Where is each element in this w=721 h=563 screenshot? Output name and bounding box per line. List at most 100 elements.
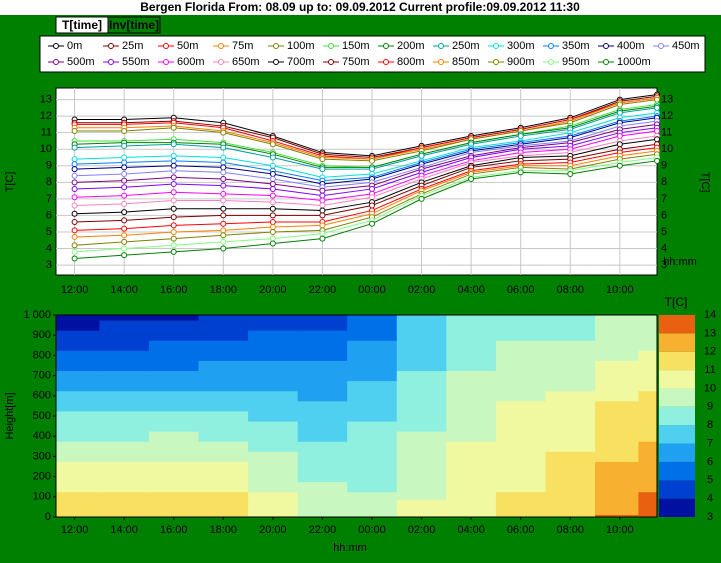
contour-cell: [248, 390, 299, 402]
contour-cell: [347, 380, 398, 392]
legend-label: 700m: [287, 56, 315, 68]
contour-cell: [56, 320, 100, 331]
contour-cell: [297, 360, 348, 372]
x-tick-label: 04:00: [457, 284, 485, 296]
point: [121, 200, 128, 207]
point: [319, 166, 326, 173]
contour-cell: [495, 390, 546, 402]
contour-cell: [446, 340, 497, 351]
legend-marker: [548, 43, 554, 49]
contour-cell: [595, 340, 639, 351]
colorbar-band: [659, 443, 695, 462]
colorbar-band: [659, 333, 695, 352]
y-tick-label: 12: [40, 110, 52, 122]
x-tick-label: 06:00: [507, 284, 535, 296]
y-tick-label: 600: [33, 390, 51, 402]
contour-cell: [495, 410, 546, 422]
point: [319, 197, 326, 204]
contour-cell: [446, 451, 497, 462]
contour-cell: [595, 451, 639, 462]
legend-label: 100m: [287, 40, 315, 52]
point: [121, 159, 128, 166]
point: [368, 157, 375, 164]
colorbar-band: [659, 388, 695, 407]
colorbar-band: [659, 315, 695, 334]
legend-label: 850m: [452, 56, 480, 68]
contour-cell: [638, 471, 658, 483]
contour-cell: [545, 491, 596, 500]
contour-cell: [248, 370, 299, 382]
contour-cell: [396, 421, 447, 432]
y-tick-label: 200: [33, 471, 51, 483]
y-tick-label: 6: [661, 209, 667, 221]
colorbar-label: 7: [707, 437, 713, 449]
contour-cell: [56, 451, 100, 462]
contour-cell: [638, 504, 658, 510]
x-tick-label: 20:00: [259, 524, 287, 536]
contour-cell: [638, 509, 658, 515]
contour-cell: [545, 431, 596, 442]
contour-cell: [347, 400, 398, 412]
tab-label[interactable]: Inv[time]: [109, 18, 159, 32]
plot-area: [55, 87, 658, 276]
colorbar-label: 4: [707, 493, 713, 505]
y-tick-label: 5: [661, 226, 667, 238]
contour-cell: [99, 350, 150, 361]
contour-cell: [248, 509, 299, 515]
title-bar: [0, 0, 721, 15]
contour-cell: [347, 461, 398, 473]
y-tick-label: 4: [46, 242, 52, 254]
contour-cell: [495, 370, 546, 382]
contour-cell: [297, 350, 348, 361]
legend-marker: [438, 59, 444, 65]
y-axis-label: T[C]: [4, 172, 16, 193]
point: [170, 205, 177, 212]
contour-cell: [396, 481, 447, 493]
point: [517, 132, 524, 139]
point: [71, 156, 78, 163]
point: [269, 240, 276, 247]
point: [319, 156, 326, 163]
contour-cell: [198, 421, 249, 432]
contour-cell: [198, 451, 249, 462]
contour-cell: [638, 421, 658, 432]
contour-cell: [56, 504, 100, 510]
contour-cell: [495, 491, 546, 500]
contour-cell: [638, 514, 658, 518]
contour-cell: [297, 380, 348, 392]
tab[interactable]: [107, 16, 161, 34]
colorbar-title: T[C]: [665, 295, 688, 309]
point: [121, 238, 128, 245]
contour-cell: [297, 461, 348, 473]
point: [220, 197, 227, 204]
point: [269, 228, 276, 235]
contour-cell: [148, 350, 200, 361]
contour-cell: [99, 514, 150, 518]
tab-label[interactable]: T[time]: [62, 18, 102, 32]
contour-cell: [347, 320, 398, 331]
contour-cell: [148, 330, 200, 341]
contour-cell: [198, 330, 249, 341]
contour-cell: [396, 400, 447, 412]
y-tick-label: 7: [46, 193, 52, 205]
point: [220, 212, 227, 219]
legend: [39, 35, 706, 73]
point: [319, 222, 326, 229]
contour-cell: [198, 481, 249, 493]
legend-label: 300m: [507, 40, 535, 52]
contour-cell: [396, 499, 447, 505]
colorbar-label: 12: [704, 346, 716, 358]
colorbar-label: 6: [707, 456, 713, 468]
point: [368, 202, 375, 209]
contour-cell: [446, 421, 497, 432]
point: [170, 242, 177, 249]
contour-cell: [99, 481, 150, 493]
colorbar-band: [659, 425, 695, 444]
contour-cell: [248, 380, 299, 392]
contour-cell: [248, 421, 299, 432]
contour-cell: [595, 504, 639, 510]
point: [71, 227, 78, 234]
point: [170, 174, 177, 181]
point: [170, 167, 177, 174]
contour-cell: [198, 461, 249, 473]
